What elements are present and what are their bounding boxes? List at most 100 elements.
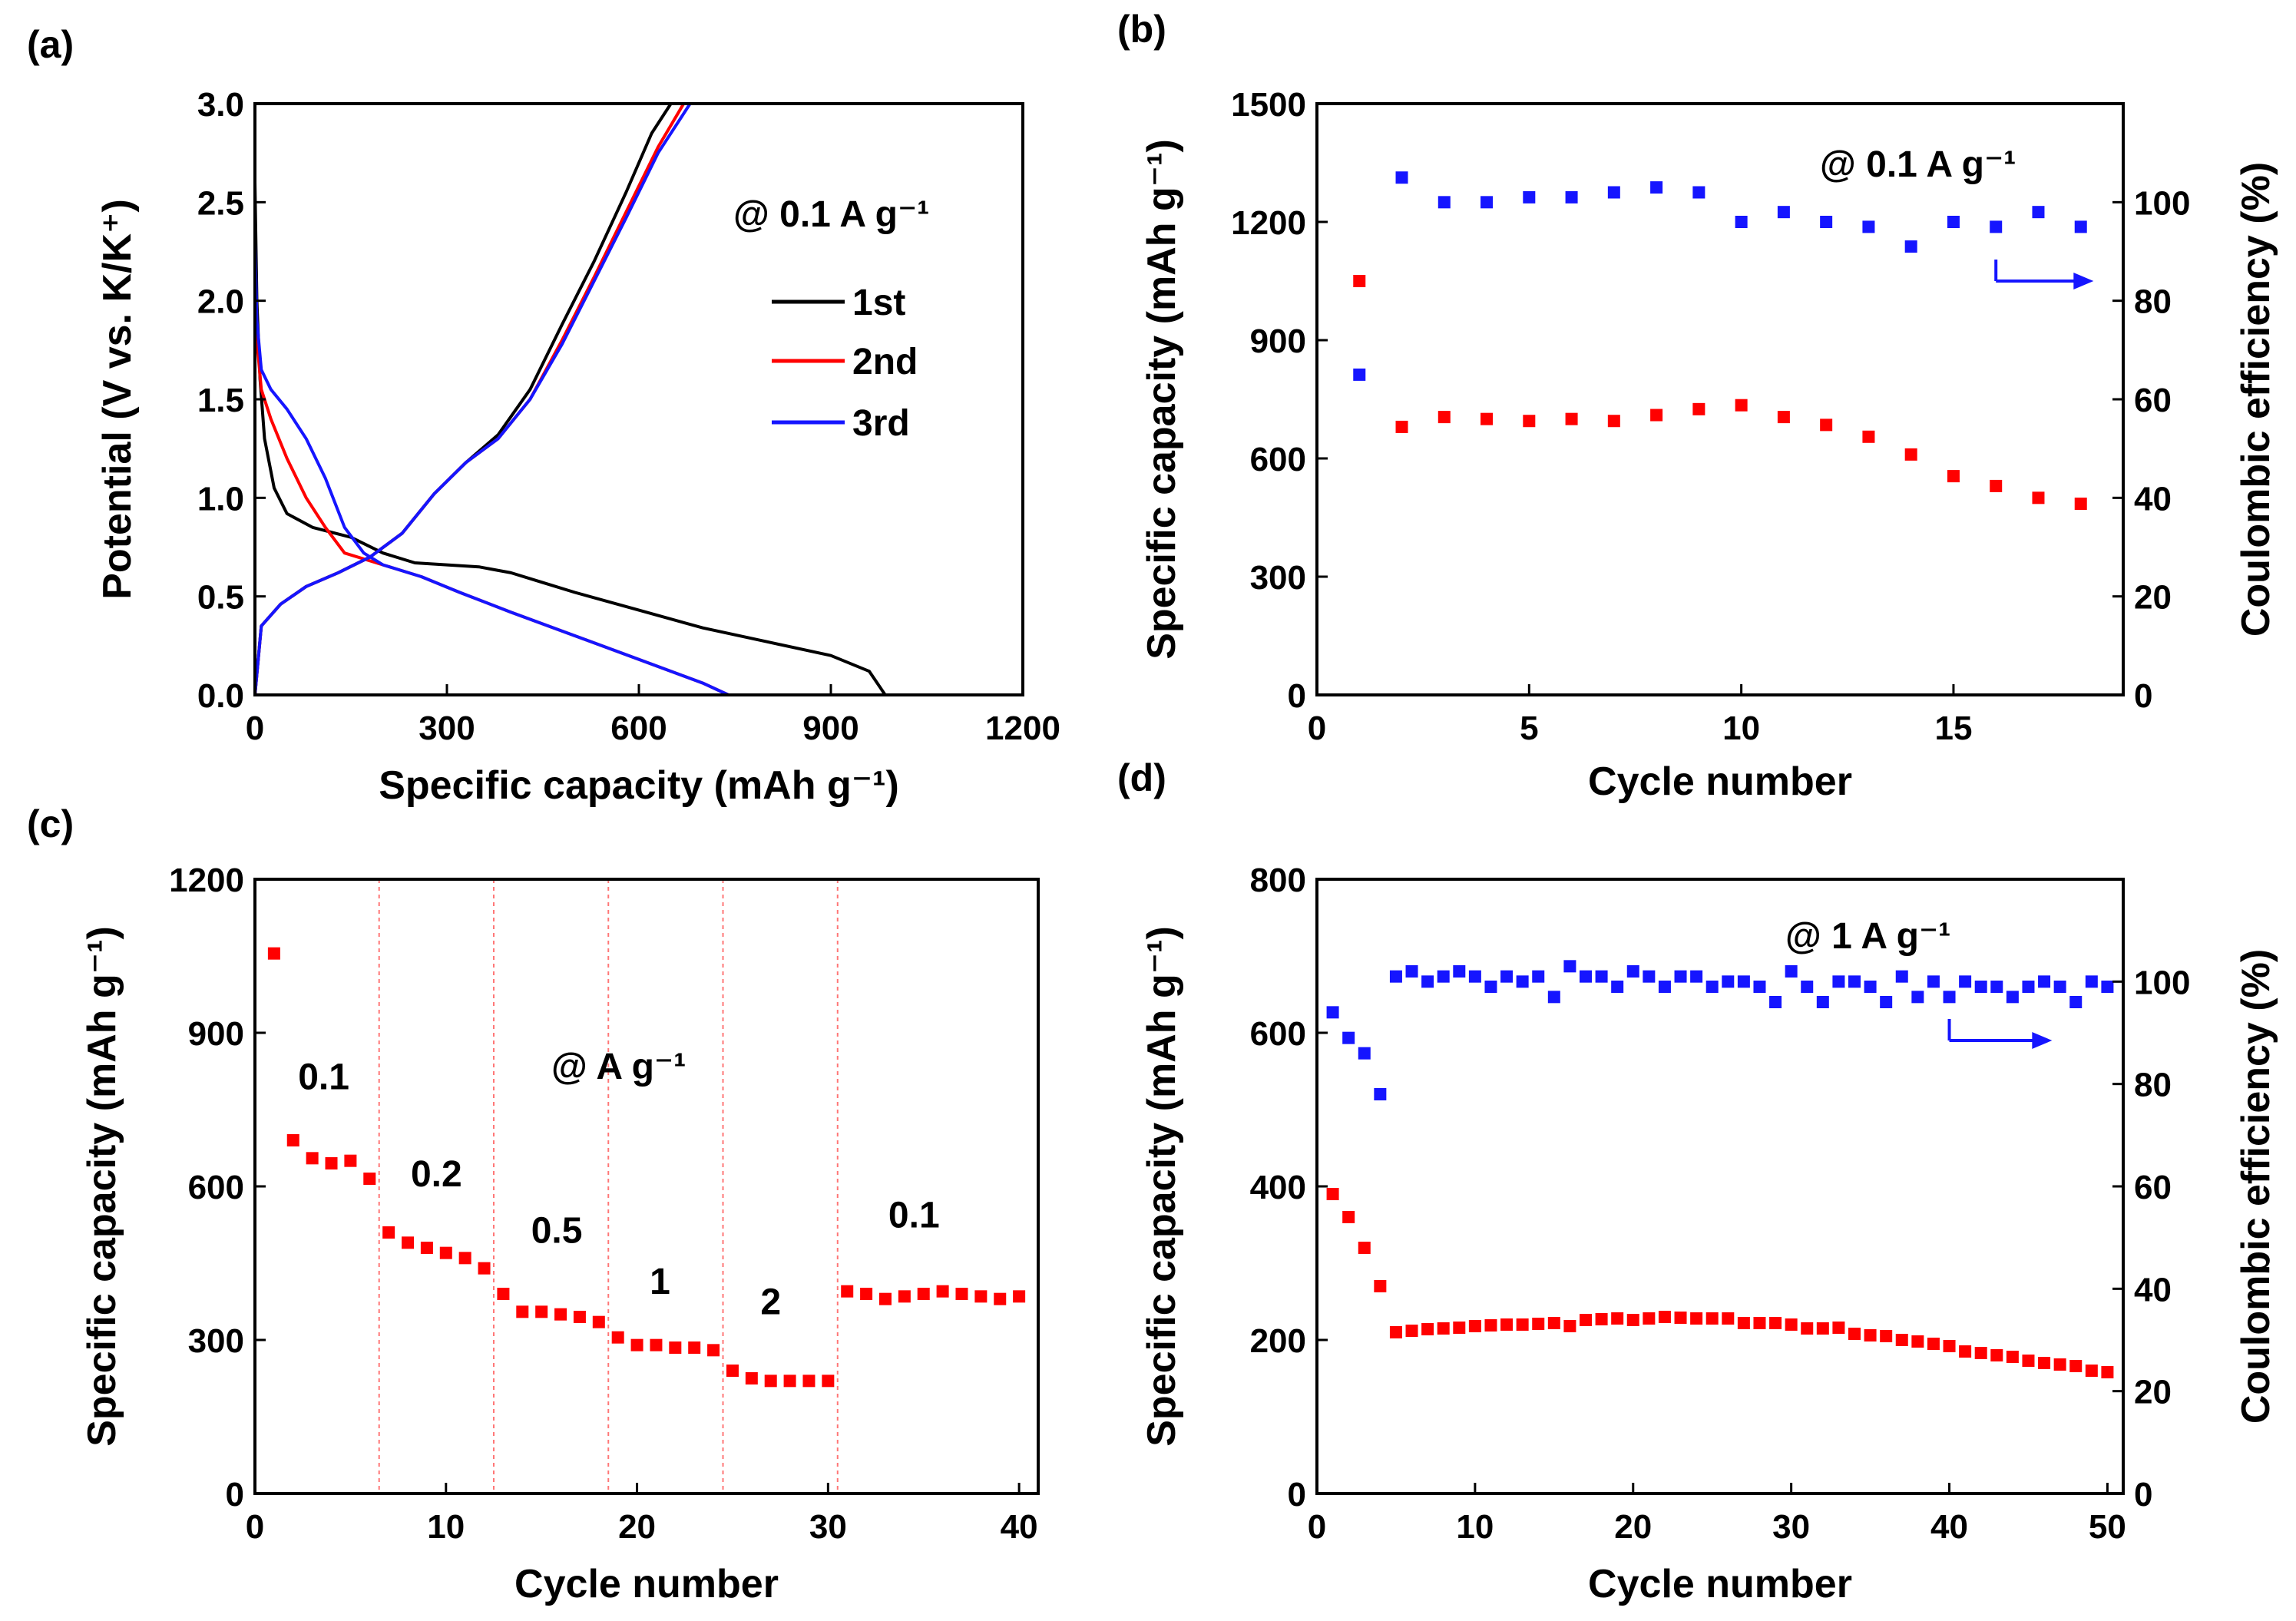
y-tick-label: 600 — [1250, 441, 1306, 478]
capacity-point — [344, 1154, 357, 1167]
efficiency-point — [1643, 970, 1656, 983]
capacity-point — [1769, 1317, 1782, 1329]
x-tick-label: 30 — [809, 1508, 847, 1546]
capacity-point — [764, 1375, 777, 1388]
panel-a-xlabel: Specific capacity (mAh g⁻¹) — [379, 763, 899, 808]
y-tick-label: 900 — [188, 1015, 244, 1053]
y-tick-label: 400 — [1250, 1169, 1306, 1206]
efficiency-point — [1705, 981, 1719, 993]
y-right-tick-label: 80 — [2134, 283, 2172, 321]
efficiency-point — [1395, 171, 1408, 184]
y-right-tick-label: 40 — [2134, 1271, 2172, 1308]
efficiency-point — [1595, 970, 1608, 983]
capacity-point — [783, 1375, 796, 1388]
capacity-point — [535, 1305, 548, 1318]
panel-b-cycling-0.1: (b) 0 5 10 15 0 300 600 900 1200 1500 0 20 40 60 80 100… — [1117, 8, 2278, 804]
efficiency-point — [1947, 216, 1960, 228]
capacity-point — [1523, 415, 1536, 428]
capacity-point — [1580, 1314, 1592, 1326]
capacity-point — [382, 1226, 395, 1239]
efficiency-point — [1880, 996, 1893, 1008]
capacity-point — [2022, 1355, 2035, 1367]
capacity-point — [2006, 1351, 2019, 1363]
rate-label: 0.1 — [298, 1057, 349, 1097]
efficiency-point — [1927, 975, 1940, 988]
y-tick-label: 0 — [226, 1476, 244, 1513]
y-tick-label: 1200 — [169, 862, 244, 899]
capacity-point — [1353, 275, 1366, 287]
efficiency-point — [1437, 970, 1450, 983]
capacity-point — [1947, 470, 1960, 483]
capacity-point — [1895, 1334, 1908, 1346]
panel-c-rate-labels: 0.1 0.2 0.5 1 2 0.1 — [298, 1057, 939, 1322]
capacity-point — [1862, 430, 1875, 443]
capacity-point — [1904, 448, 1917, 461]
x-tick-label: 10 — [427, 1508, 465, 1546]
efficiency-point — [1864, 981, 1877, 993]
capacity-point — [1692, 402, 1705, 415]
capacity-point — [1516, 1318, 1529, 1331]
capacity-point — [955, 1288, 968, 1300]
panel-c-plot-frame — [253, 878, 1040, 1495]
efficiency-point — [1626, 965, 1639, 978]
y-tick-label: 600 — [188, 1169, 244, 1206]
efficiency-point — [1650, 181, 1663, 194]
capacity-point — [688, 1341, 701, 1354]
capacity-point — [650, 1338, 663, 1351]
capacity-point — [1990, 1349, 2003, 1361]
efficiency-point — [1832, 975, 1845, 988]
capacity-point — [1735, 399, 1748, 412]
capacity-point — [1547, 1317, 1560, 1329]
y-tick-label: 2.0 — [197, 283, 244, 321]
y-tick-label: 0.5 — [197, 579, 244, 617]
efficiency-point — [1547, 991, 1560, 1004]
y-right-tick-label: 20 — [2134, 579, 2172, 617]
capacity-point — [1943, 1340, 1956, 1352]
efficiency-point — [1692, 186, 1705, 199]
y-tick-label: 0.0 — [197, 677, 244, 715]
capacity-point — [458, 1252, 471, 1265]
capacity-point — [1595, 1313, 1608, 1325]
x-tick-label: 600 — [610, 710, 667, 747]
capacity-point — [497, 1288, 510, 1300]
capacity-point — [420, 1242, 433, 1254]
x-tick-label: 50 — [2089, 1508, 2126, 1546]
panel-c-marks — [267, 947, 1026, 1388]
capacity-point — [669, 1341, 682, 1354]
efficiency-point — [1563, 960, 1576, 973]
capacity-point — [994, 1292, 1007, 1305]
capacity-point — [286, 1134, 299, 1146]
capacity-point — [1911, 1335, 1924, 1348]
y-tick-label: 200 — [1250, 1322, 1306, 1360]
panel-a-legend: 1st 2nd 3rd — [772, 283, 918, 444]
panel-d-ylabel: Specific capacity (mAh g⁻¹) — [1140, 926, 1184, 1447]
y-tick-label: 2.5 — [197, 184, 244, 222]
capacity-point — [1753, 1317, 1766, 1329]
efficiency-point — [1405, 965, 1418, 978]
y-tick-label: 3.0 — [197, 86, 244, 124]
x-tick-label: 40 — [1001, 1508, 1038, 1546]
efficiency-point — [1580, 970, 1592, 983]
efficiency-point — [1904, 240, 1917, 253]
arrow-head — [2073, 273, 2094, 289]
capacity-point — [974, 1290, 988, 1303]
rate-label: 0.2 — [411, 1154, 462, 1195]
capacity-point — [402, 1236, 415, 1249]
capacity-point — [707, 1344, 720, 1357]
y-tick-label: 300 — [1250, 559, 1306, 597]
capacity-point — [325, 1157, 338, 1169]
capacity-point — [1816, 1322, 1829, 1335]
y-right-tick-label: 60 — [2134, 382, 2172, 419]
y-right-tick-label: 40 — [2134, 480, 2172, 518]
efficiency-point — [2069, 996, 2083, 1008]
capacity-point — [630, 1338, 643, 1351]
capacity-point — [1705, 1312, 1719, 1325]
capacity-point — [2069, 1360, 2083, 1372]
efficiency-point — [1862, 220, 1875, 233]
panel-c-label: (c) — [27, 802, 74, 845]
capacity-point — [822, 1375, 835, 1388]
capacity-point — [1500, 1318, 1514, 1331]
efficiency-point — [1468, 970, 1481, 983]
efficiency-point — [2085, 975, 2098, 988]
capacity-point — [478, 1262, 491, 1275]
